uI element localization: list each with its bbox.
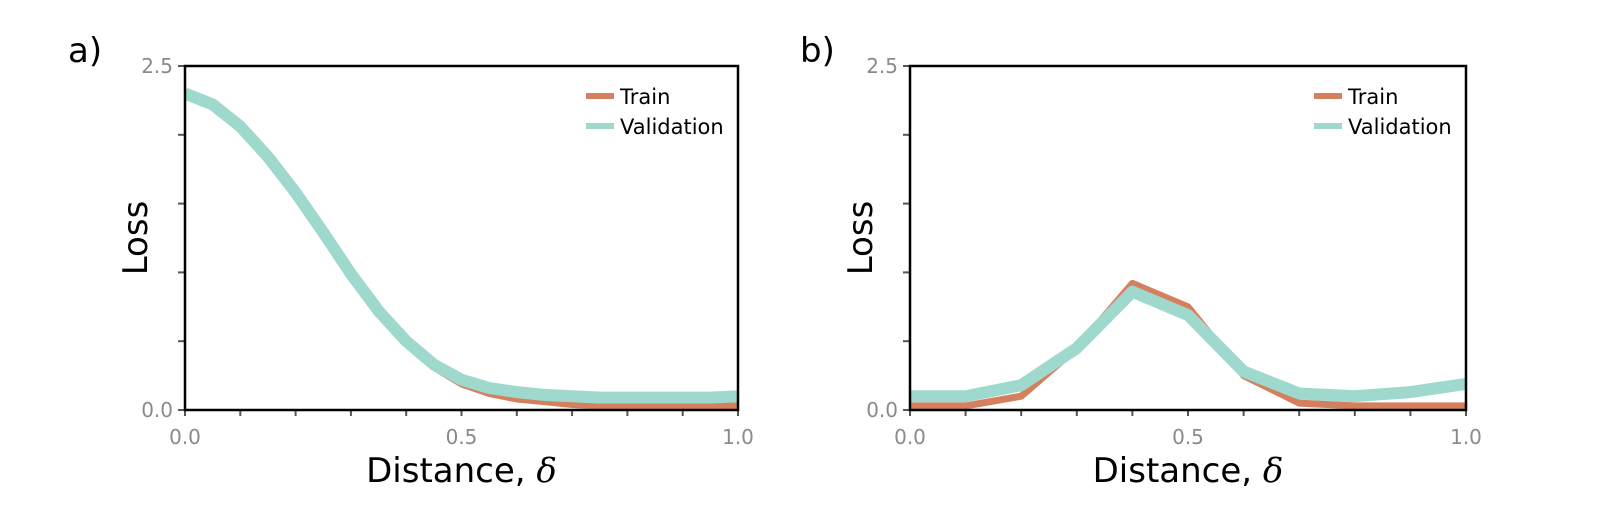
x-axis-label: Distance, δ (1093, 451, 1284, 491)
series-group (185, 87, 738, 410)
panel-b: b) 0.0 0.5 1.0 0.0 2.5 Distance, δ Loss Train Val… (800, 31, 1482, 491)
plot-frame (908, 64, 1468, 412)
legend: Train Validation (586, 85, 724, 139)
legend-label: Train (619, 85, 670, 109)
panel-a: a) 0.0 0.5 1.0 0.0 2.5 Distance, δ Loss Train Val… (68, 31, 754, 491)
legend: Train Validation (1314, 85, 1452, 139)
x-axis-label-symbol: δ (1263, 451, 1283, 491)
series-line-train (910, 279, 1466, 410)
y-tick-label: 0.0 (866, 398, 898, 422)
x-tick-label: 0.5 (1172, 425, 1204, 449)
panel-label: b) (800, 31, 835, 71)
x-axis-label-text: Distance, (366, 451, 536, 491)
x-tick-label: 0.5 (446, 425, 478, 449)
x-axis-label-symbol: δ (536, 451, 556, 491)
plot-frame (183, 64, 740, 412)
legend-label: Validation (620, 115, 724, 139)
series-line-validation (910, 285, 1466, 403)
x-tick-label: 1.0 (1450, 425, 1482, 449)
y-tick-label: 0.0 (141, 398, 173, 422)
y-tick-label: 2.5 (866, 54, 898, 78)
series-line-validation (185, 87, 738, 404)
panel-label: a) (68, 31, 102, 71)
y-axis-label: Loss (116, 201, 156, 276)
series-line-train (185, 90, 738, 410)
x-axis-label-text: Distance, (1093, 451, 1263, 491)
legend-label: Train (1347, 85, 1398, 109)
x-axis-label: Distance, δ (366, 451, 557, 491)
x-tick-label: 0.0 (169, 425, 201, 449)
x-tick-label: 0.0 (894, 425, 926, 449)
x-tick-label: 1.0 (722, 425, 754, 449)
legend-label: Validation (1348, 115, 1452, 139)
series-group (910, 279, 1466, 410)
y-tick-label: 2.5 (141, 54, 173, 78)
y-axis-label: Loss (841, 201, 881, 276)
